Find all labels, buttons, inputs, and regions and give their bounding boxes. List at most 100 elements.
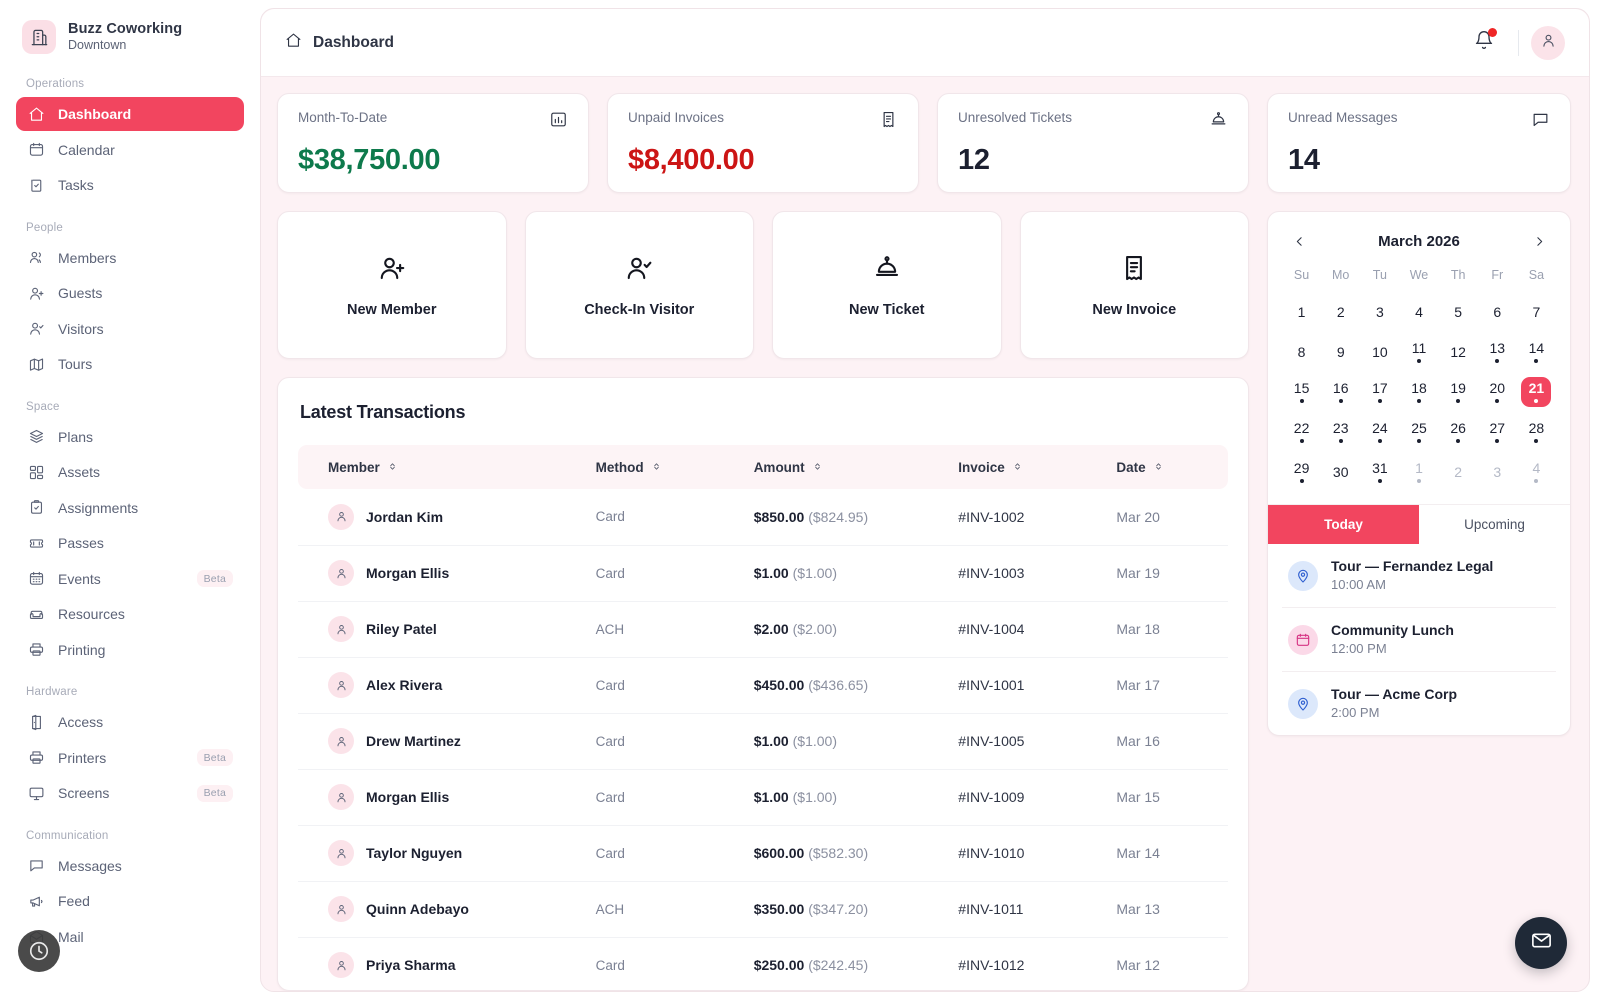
sidebar-item-printers[interactable]: Printers Beta xyxy=(16,741,244,775)
table-row[interactable]: Morgan Ellis Card $1.00 ($1.00) #INV-1009 Ma… xyxy=(298,769,1228,825)
sidebar-item-guests[interactable]: Guests xyxy=(16,276,244,310)
tab-upcoming[interactable]: Upcoming xyxy=(1464,517,1525,532)
sidebar-item-tours[interactable]: Tours xyxy=(16,347,244,381)
table-row[interactable]: Morgan Ellis Card $1.00 ($1.00) #INV-1003 Ma… xyxy=(298,545,1228,601)
calendar-day[interactable]: 9 xyxy=(1337,332,1345,372)
calendar-day[interactable]: 30 xyxy=(1333,452,1349,492)
sort-icon[interactable] xyxy=(1153,460,1164,475)
user-check-icon xyxy=(624,253,654,288)
calendar-day[interactable]: 4 xyxy=(1533,452,1540,492)
calendar-day[interactable]: 10 xyxy=(1372,332,1388,372)
calendar-day[interactable]: 20 xyxy=(1489,372,1505,412)
calendar-day[interactable]: 31 xyxy=(1372,452,1388,492)
calendar-day[interactable]: 28 xyxy=(1529,412,1544,452)
sidebar-item-members[interactable]: Members xyxy=(16,241,244,275)
sort-icon[interactable] xyxy=(387,460,398,475)
cell-invoice[interactable]: #INV-1003 xyxy=(958,565,1025,581)
brand[interactable]: Buzz Coworking Downtown xyxy=(16,0,244,60)
sidebar-item-messages[interactable]: Messages xyxy=(16,849,244,883)
sidebar-item-tasks[interactable]: Tasks xyxy=(16,168,244,202)
chevron-right-icon[interactable] xyxy=(1528,230,1550,252)
sidebar-item-access[interactable]: Access xyxy=(16,705,244,739)
calendar-day[interactable]: 12 xyxy=(1450,332,1466,372)
column-header-amount[interactable]: Amount xyxy=(754,445,959,489)
calendar-day[interactable]: 16 xyxy=(1333,372,1349,412)
calendar-day[interactable]: 17 xyxy=(1372,372,1388,412)
calendar-day[interactable]: 15 xyxy=(1294,372,1309,412)
sidebar-item-assets[interactable]: Assets xyxy=(16,455,244,489)
sort-icon[interactable] xyxy=(1012,460,1023,475)
column-header-method[interactable]: Method xyxy=(596,445,754,489)
calendar-day[interactable]: 26 xyxy=(1450,412,1466,452)
calendar-day[interactable]: 4 xyxy=(1415,292,1423,332)
calendar-day[interactable]: 29 xyxy=(1294,452,1309,492)
avatar[interactable] xyxy=(1531,25,1565,60)
calendar-day[interactable]: 5 xyxy=(1454,292,1462,332)
table-row[interactable]: Taylor Nguyen Card $600.00 ($582.30) #INV-1… xyxy=(298,825,1228,881)
calendar-day[interactable]: 27 xyxy=(1489,412,1505,452)
column-header-invoice[interactable]: Invoice xyxy=(958,445,1116,489)
sidebar-item-events[interactable]: Events Beta xyxy=(16,562,244,596)
cell-invoice[interactable]: #INV-1004 xyxy=(958,621,1025,637)
quick-action-new-invoice[interactable]: New Invoice xyxy=(1019,211,1249,359)
quick-action-new-ticket[interactable]: New Ticket xyxy=(772,211,1002,359)
sidebar-item-assignments[interactable]: Assignments xyxy=(16,491,244,525)
calendar-day[interactable]: 23 xyxy=(1333,412,1349,452)
table-row[interactable]: Jordan Kim Card $850.00 ($824.95) #INV-1002… xyxy=(298,489,1228,545)
cell-invoice[interactable]: #INV-1010 xyxy=(958,845,1025,861)
calendar-day[interactable]: 13 xyxy=(1489,332,1505,372)
cell-invoice[interactable]: #INV-1012 xyxy=(958,957,1025,973)
calendar-day[interactable]: 3 xyxy=(1493,452,1501,492)
calendar-day-today[interactable]: 21 xyxy=(1521,377,1552,407)
cell-invoice[interactable]: #INV-1011 xyxy=(958,901,1024,917)
calendar-day[interactable]: 6 xyxy=(1493,292,1501,332)
calendar-day[interactable]: 25 xyxy=(1411,412,1427,452)
column-header-member[interactable]: Member xyxy=(298,445,596,489)
calendar-day[interactable]: 2 xyxy=(1454,452,1462,492)
notifications-button[interactable] xyxy=(1468,24,1506,61)
table-row[interactable]: Quinn Adebayo ACH $350.00 ($347.20) #INV-10… xyxy=(298,881,1228,937)
calendar-day[interactable]: 14 xyxy=(1529,332,1544,372)
agenda-item[interactable]: Community Lunch 12:00 PM xyxy=(1282,608,1556,673)
calendar-day[interactable]: 1 xyxy=(1415,452,1423,492)
calendar-day[interactable]: 1 xyxy=(1298,292,1306,332)
quick-action-new-member[interactable]: New Member xyxy=(277,211,507,359)
calendar-day[interactable]: 24 xyxy=(1372,412,1388,452)
calendar-day[interactable]: 7 xyxy=(1533,292,1541,332)
calendar-day[interactable]: 8 xyxy=(1298,332,1306,372)
chat-fab-button[interactable] xyxy=(1515,917,1567,969)
calendar-day[interactable]: 3 xyxy=(1376,292,1384,332)
calendar-day[interactable]: 19 xyxy=(1450,372,1466,412)
quick-action-check-in-visitor[interactable]: Check-In Visitor xyxy=(524,211,754,359)
sidebar-item-visitors[interactable]: Visitors xyxy=(16,312,244,346)
sort-icon[interactable] xyxy=(812,460,823,475)
calendar-day-cell: 31 xyxy=(1360,452,1399,492)
calendar-day[interactable]: 18 xyxy=(1411,372,1427,412)
agenda-item[interactable]: Tour — Fernandez Legal 10:00 AM xyxy=(1282,544,1556,609)
cell-invoice[interactable]: #INV-1009 xyxy=(958,789,1025,805)
calendar-day[interactable]: 22 xyxy=(1294,412,1309,452)
sidebar-item-printing[interactable]: Printing xyxy=(16,633,244,667)
sidebar-item-passes[interactable]: Passes xyxy=(16,526,244,560)
agenda-item[interactable]: Tour — Acme Corp 2:00 PM xyxy=(1282,672,1556,735)
cell-invoice[interactable]: #INV-1002 xyxy=(958,508,1025,525)
table-row[interactable]: Drew Martinez Card $1.00 ($1.00) #INV-1005 M… xyxy=(298,713,1228,769)
table-row[interactable]: Priya Sharma Card $250.00 ($242.45) #INV-10… xyxy=(298,937,1228,990)
table-row[interactable]: Riley Patel ACH $2.00 ($2.00) #INV-1004 Mar … xyxy=(298,601,1228,657)
sidebar-item-plans[interactable]: Plans xyxy=(16,420,244,454)
cell-invoice[interactable]: #INV-1001 xyxy=(958,677,1025,693)
tab-today[interactable]: Today xyxy=(1268,505,1419,544)
table-row[interactable]: Alex Rivera Card $450.00 ($436.65) #INV-100… xyxy=(298,657,1228,713)
sidebar-item-dashboard[interactable]: Dashboard xyxy=(16,97,244,131)
sidebar-item-resources[interactable]: Resources xyxy=(16,597,244,631)
sidebar-item-calendar[interactable]: Calendar xyxy=(16,133,244,167)
cell-invoice[interactable]: #INV-1005 xyxy=(958,733,1025,749)
chevron-left-icon[interactable] xyxy=(1288,230,1310,252)
sidebar-item-screens[interactable]: Screens Beta xyxy=(16,776,244,810)
calendar-day[interactable]: 11 xyxy=(1412,332,1426,372)
column-header-date[interactable]: Date xyxy=(1116,445,1228,489)
sidebar-item-feed[interactable]: Feed xyxy=(16,884,244,918)
sort-icon[interactable] xyxy=(651,460,662,475)
calendar-day[interactable]: 2 xyxy=(1337,292,1345,332)
column-header-label: Amount xyxy=(753,459,805,475)
